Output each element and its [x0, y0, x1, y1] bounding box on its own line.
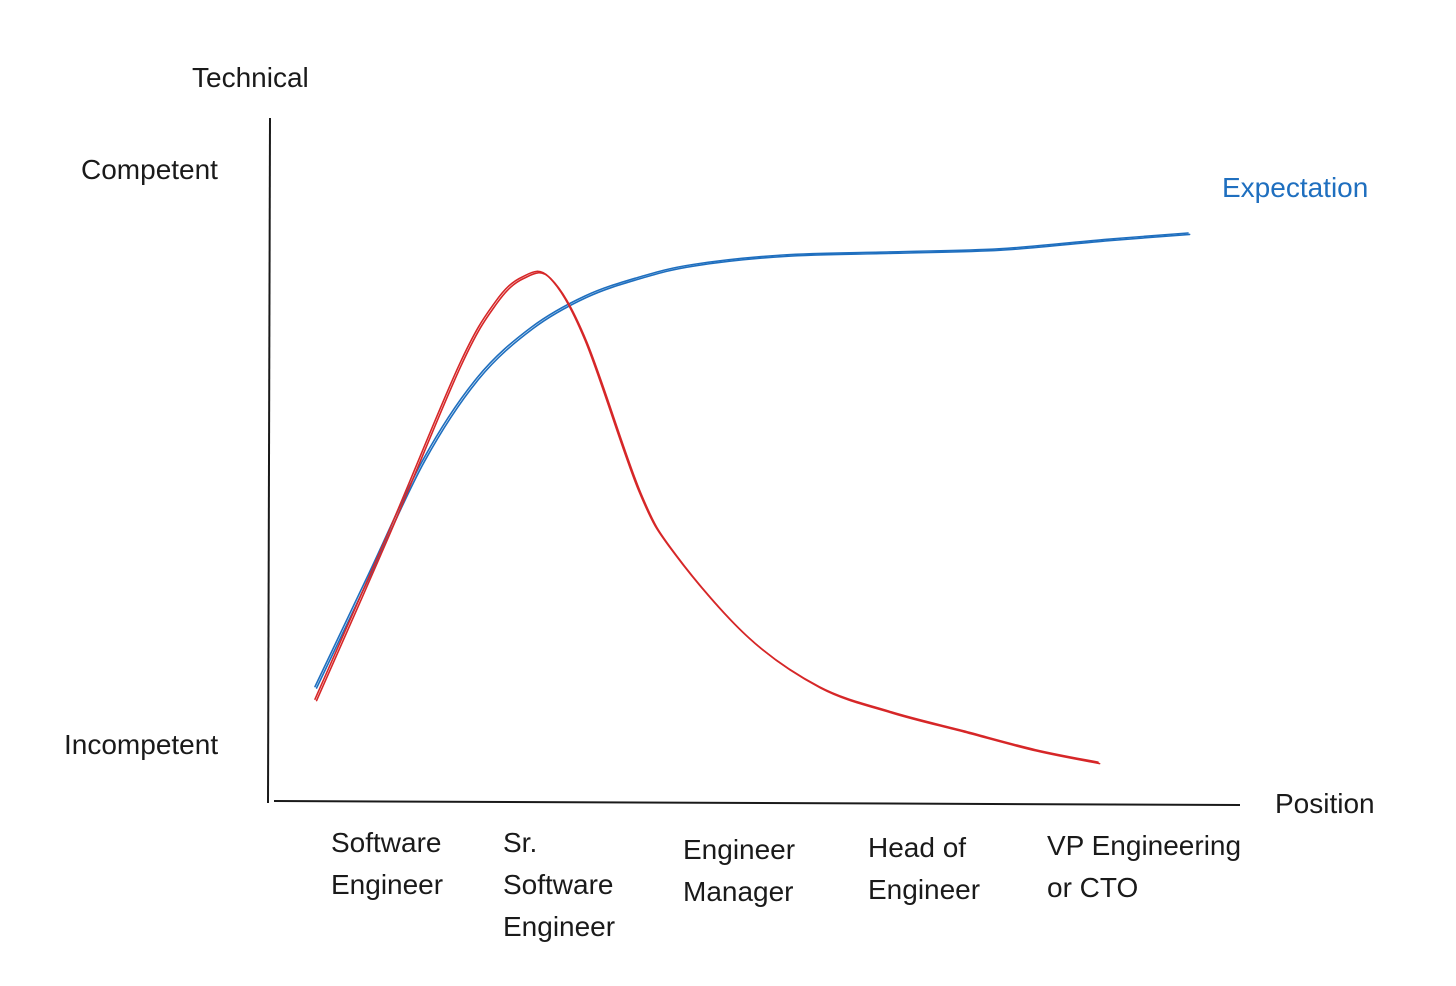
x-tick-label-line: Engineer	[868, 874, 981, 905]
x-tick-label-line: Engineer	[331, 869, 444, 900]
x-axis	[273, 800, 1241, 806]
x-tick-label: Software Engineer	[331, 822, 443, 906]
x-tick-label-line: Engineer	[683, 834, 796, 865]
y-label-bottom: Incompetent	[64, 729, 219, 760]
x-tick-label-line: Sr.	[503, 827, 538, 858]
y-axis-title: Technical	[192, 62, 309, 93]
x-tick-label-line: Head of	[868, 832, 967, 863]
x-tick-label-line: Software	[331, 827, 442, 858]
actual-line	[314, 270, 1099, 763]
expectation-line-stroke2	[315, 233, 1191, 689]
expectation-line	[314, 232, 1189, 688]
x-tick-label: Head of Engineer	[868, 827, 980, 911]
x-tick-label-line: Engineer	[503, 911, 616, 942]
x-tick-label: Engineer Manager	[683, 829, 795, 913]
legend-expectation: Expectation	[1222, 172, 1369, 203]
actual-line-stroke2	[315, 271, 1101, 765]
x-axis-title: Position	[1275, 788, 1375, 819]
x-tick-label: VP Engineering or CTO	[1047, 825, 1241, 909]
x-tick-label-line: VP Engineering	[1047, 830, 1242, 861]
y-label-top: Competent	[81, 154, 218, 185]
y-axis	[267, 117, 271, 804]
x-tick-label: Sr. Software Engineer	[503, 822, 615, 948]
x-tick-label-line: Software	[503, 869, 614, 900]
x-tick-label-line: Manager	[683, 876, 794, 907]
x-tick-label-line: or CTO	[1047, 872, 1139, 903]
